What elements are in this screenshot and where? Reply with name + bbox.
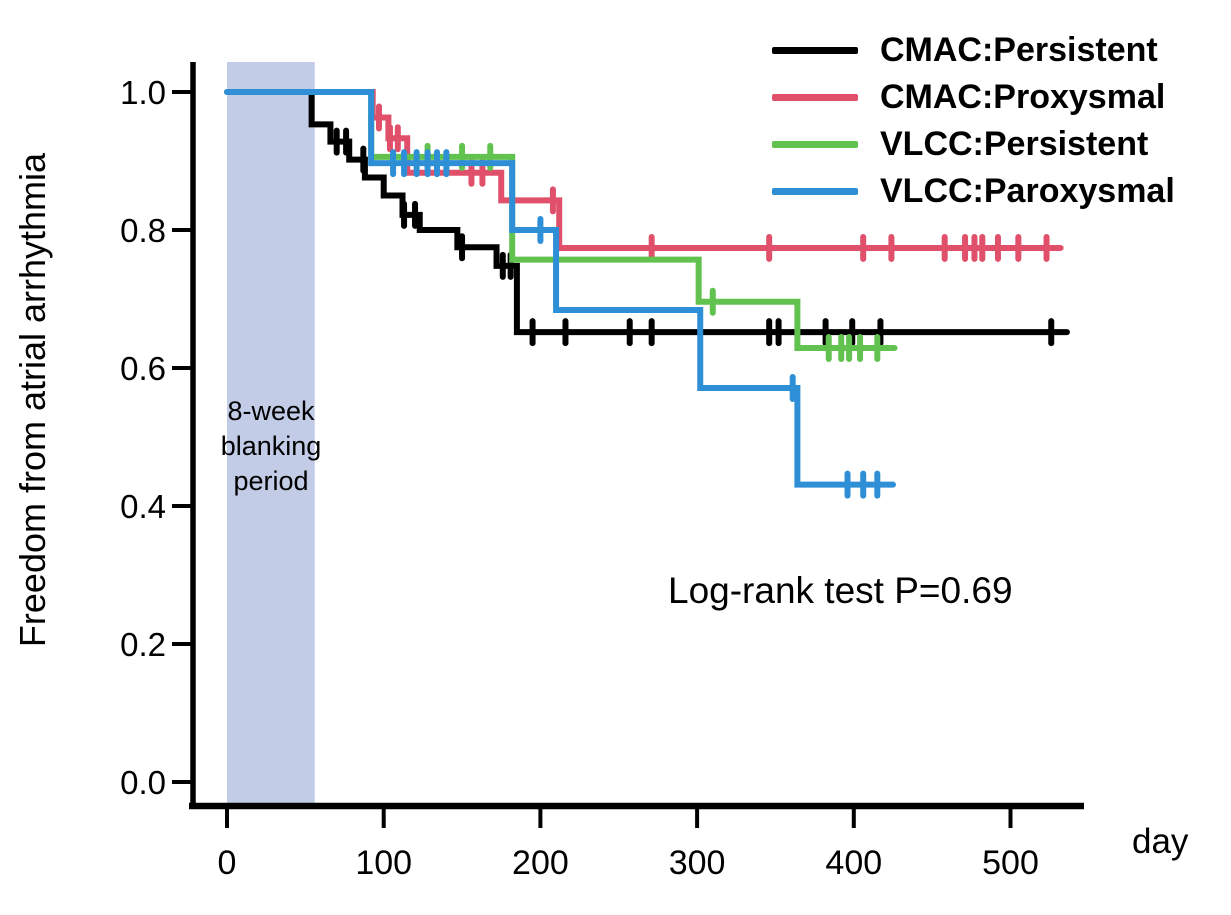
legend: CMAC:Persistent CMAC:Proxysmal VLCC:Persis… xyxy=(772,27,1175,215)
legend-label-2: VLCC:Persistent xyxy=(880,125,1149,163)
x-tick-label: 200 xyxy=(512,844,569,882)
legend-item-2: VLCC:Persistent xyxy=(772,121,1175,168)
blanking-period-label: 8-week blanking period xyxy=(186,394,356,499)
km-curve-3 xyxy=(224,89,896,488)
legend-label-0: CMAC:Persistent xyxy=(880,31,1158,69)
blanking-period-label-line2: blanking xyxy=(220,431,322,461)
logrank-annotation: Log-rank test P=0.69 xyxy=(668,570,1013,611)
legend-swatch-2 xyxy=(772,141,858,148)
blanking-period-label-line1: 8-week xyxy=(227,396,315,426)
legend-swatch-3 xyxy=(772,188,858,195)
x-tick-label: 400 xyxy=(825,844,882,882)
x-tick-label: 300 xyxy=(669,844,726,882)
legend-swatch-1 xyxy=(772,94,858,101)
blanking-period-label-line3: period xyxy=(233,466,309,496)
legend-item-1: CMAC:Proxysmal xyxy=(772,74,1175,121)
legend-item-0: CMAC:Persistent xyxy=(772,27,1175,74)
x-axis-title: day xyxy=(1132,822,1189,861)
y-tick-label: 0.0 xyxy=(120,764,166,801)
blanking-band xyxy=(227,62,315,806)
x-tick-label: 100 xyxy=(355,844,412,882)
km-curve-0 xyxy=(224,89,1070,336)
x-tick-label: 0 xyxy=(218,844,237,882)
y-tick-label: 0.6 xyxy=(120,350,166,387)
legend-label-3: VLCC:Paroxysmal xyxy=(880,172,1175,210)
legend-swatch-0 xyxy=(772,47,858,54)
y-tick-label: 0.8 xyxy=(120,212,166,249)
x-tick-label: 500 xyxy=(982,844,1039,882)
y-tick-label: 1.0 xyxy=(120,74,166,111)
y-axis-title: Freedom from atrial arrhythmia xyxy=(12,152,53,648)
y-tick-label: 0.4 xyxy=(120,488,166,525)
y-tick-label: 0.2 xyxy=(120,626,166,663)
legend-label-1: CMAC:Proxysmal xyxy=(880,78,1166,116)
legend-item-3: VLCC:Paroxysmal xyxy=(772,168,1175,215)
